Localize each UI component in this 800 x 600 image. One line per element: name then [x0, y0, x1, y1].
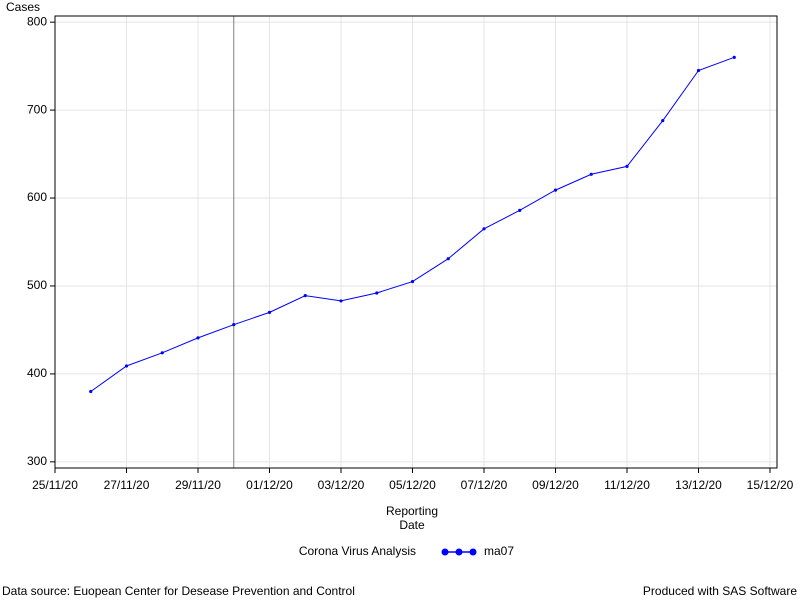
data-point	[482, 227, 486, 231]
data-point	[732, 55, 736, 59]
x-axis-label: Date	[399, 518, 425, 532]
data-point	[589, 172, 593, 176]
data-point	[375, 291, 379, 295]
footnote: Data source: Euopean Center for Desease …	[2, 584, 355, 598]
data-point	[303, 294, 307, 298]
data-point	[196, 336, 200, 340]
data-point	[89, 389, 93, 394]
x-tick-label: 15/12/20	[747, 478, 794, 492]
y-tick-label: 700	[27, 102, 47, 116]
data-point	[553, 188, 558, 192]
y-tick-label: 600	[27, 190, 47, 204]
x-tick-label: 11/12/20	[604, 478, 650, 492]
x-tick-label: 29/11/20	[175, 478, 221, 492]
x-tick-label: 25/11/20	[32, 478, 78, 492]
y-tick-label: 300	[27, 454, 47, 468]
x-tick-label: 07/12/20	[461, 478, 508, 492]
y-tick-label: 500	[27, 278, 47, 292]
data-point	[160, 351, 164, 355]
data-point	[661, 119, 665, 123]
data-point	[339, 299, 343, 303]
y-tick-label: 400	[27, 366, 47, 380]
x-tick-label: 03/12/20	[318, 478, 365, 492]
data-point	[696, 68, 701, 73]
footnote: Produced with SAS Software	[643, 584, 797, 598]
plot-frame	[54, 15, 778, 469]
data-point	[446, 257, 450, 261]
y-tick-label: 800	[27, 14, 47, 28]
x-tick-label: 13/12/20	[675, 478, 722, 492]
y-axis-label: Cases	[6, 0, 40, 14]
data-point	[232, 323, 236, 327]
x-tick-label: 05/12/20	[389, 478, 436, 492]
legend-swatch	[441, 548, 449, 556]
data-point	[267, 310, 272, 314]
legend-label: ma07	[484, 544, 514, 558]
legend-title: Corona Virus Analysis	[299, 544, 416, 558]
x-tick-label: 27/11/20	[104, 478, 150, 492]
x-tick-label: 01/12/20	[246, 478, 293, 492]
data-point	[625, 164, 629, 168]
data-point	[410, 279, 415, 284]
legend-swatch	[469, 548, 477, 556]
x-axis-label: Reporting	[386, 504, 438, 518]
data-point	[124, 364, 129, 368]
x-tick-label: 09/12/20	[532, 478, 579, 492]
legend-swatch	[455, 548, 463, 556]
data-point	[518, 208, 522, 212]
